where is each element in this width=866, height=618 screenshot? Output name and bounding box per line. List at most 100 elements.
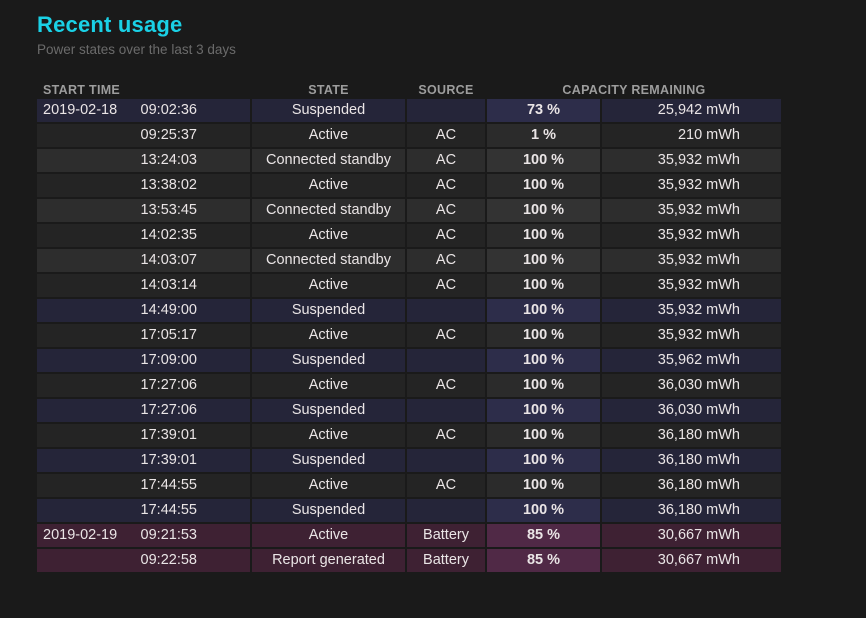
- cell-capacity-mwh: 35,932 mWh: [602, 249, 781, 272]
- start-time-value: 09:22:58: [140, 552, 197, 568]
- cell-capacity-mwh: 35,932 mWh: [602, 199, 781, 222]
- cell-capacity-percent: 100 %: [487, 374, 600, 397]
- cell-start-time: 09:22:58: [37, 549, 250, 572]
- cell-start-time: 17:39:01: [37, 424, 250, 447]
- cell-capacity-mwh: 36,180 mWh: [602, 474, 781, 497]
- start-time-value: 14:49:00: [140, 302, 197, 318]
- cell-capacity-mwh: 30,667 mWh: [602, 549, 781, 572]
- column-header-capacity-remaining: CAPACITY REMAINING: [562, 83, 706, 97]
- cell-capacity-mwh: 36,180 mWh: [602, 449, 781, 472]
- cell-capacity-mwh: 25,942 mWh: [602, 99, 781, 122]
- cell-source: [407, 299, 485, 322]
- start-time-value: 17:05:17: [140, 327, 197, 343]
- table-header-row: START TIME STATE SOURCE CAPACITY REMAINI…: [37, 80, 781, 97]
- cell-source: AC: [407, 199, 485, 222]
- cell-capacity-percent: 100 %: [487, 449, 600, 472]
- cell-capacity-mwh: 35,962 mWh: [602, 349, 781, 372]
- cell-state: Active: [252, 174, 405, 197]
- cell-capacity-percent: 100 %: [487, 274, 600, 297]
- battery-report-recent-usage-section: Recent usage Power states over the last …: [37, 12, 781, 572]
- cell-start-time: 2019-02-19 09:21:53: [37, 524, 250, 547]
- start-time-value: 13:53:45: [140, 202, 197, 218]
- cell-source: AC: [407, 249, 485, 272]
- cell-start-time: 2019-02-18 09:02:36: [37, 99, 250, 122]
- table-row: 09:25:37 Active AC 1 % 210 mWh: [37, 124, 781, 147]
- table-row: 17:27:06 Suspended 100 % 36,030 mWh: [37, 399, 781, 422]
- cell-source: Battery: [407, 524, 485, 547]
- start-time-value: 14:03:07: [140, 252, 197, 268]
- cell-source: AC: [407, 224, 485, 247]
- table-row: 14:49:00 Suspended 100 % 35,932 mWh: [37, 299, 781, 322]
- start-time-value: 17:39:01: [140, 427, 197, 443]
- table-row: 2019-02-19 09:21:53 Active Battery 85 % …: [37, 524, 781, 547]
- cell-source: AC: [407, 124, 485, 147]
- cell-state: Active: [252, 274, 405, 297]
- start-time-value: 09:02:36: [140, 102, 197, 118]
- cell-state: Suspended: [252, 99, 405, 122]
- cell-start-time: 14:03:07: [37, 249, 250, 272]
- table-row: 14:02:35 Active AC 100 % 35,932 mWh: [37, 224, 781, 247]
- column-header-source: SOURCE: [418, 83, 474, 97]
- cell-capacity-percent: 100 %: [487, 199, 600, 222]
- table-row: 09:22:58 Report generated Battery 85 % 3…: [37, 549, 781, 572]
- start-time-value: 17:39:01: [140, 452, 197, 468]
- cell-capacity-percent: 100 %: [487, 424, 600, 447]
- cell-capacity-mwh: 35,932 mWh: [602, 149, 781, 172]
- cell-capacity-mwh: 36,180 mWh: [602, 499, 781, 522]
- column-header-state: STATE: [308, 83, 349, 97]
- cell-capacity-percent: 100 %: [487, 224, 600, 247]
- table-row: 13:53:45 Connected standby AC 100 % 35,9…: [37, 199, 781, 222]
- cell-capacity-percent: 100 %: [487, 499, 600, 522]
- table-body: 2019-02-18 09:02:36 Suspended 73 % 25,94…: [37, 99, 781, 572]
- cell-capacity-mwh: 35,932 mWh: [602, 299, 781, 322]
- cell-state: Active: [252, 374, 405, 397]
- table-row: 13:24:03 Connected standby AC 100 % 35,9…: [37, 149, 781, 172]
- cell-state: Report generated: [252, 549, 405, 572]
- cell-state: Active: [252, 324, 405, 347]
- start-time-value: 17:09:00: [140, 352, 197, 368]
- cell-capacity-percent: 85 %: [487, 549, 600, 572]
- cell-capacity-mwh: 35,932 mWh: [602, 324, 781, 347]
- cell-start-time: 17:44:55: [37, 499, 250, 522]
- column-header-start-time: START TIME: [43, 83, 121, 97]
- start-time-value: 09:25:37: [140, 127, 197, 143]
- cell-state: Connected standby: [252, 149, 405, 172]
- table-row: 17:44:55 Active AC 100 % 36,180 mWh: [37, 474, 781, 497]
- cell-source: AC: [407, 374, 485, 397]
- cell-state: Connected standby: [252, 199, 405, 222]
- page-subtitle: Power states over the last 3 days: [37, 42, 236, 57]
- cell-state: Suspended: [252, 349, 405, 372]
- cell-state: Active: [252, 524, 405, 547]
- cell-start-time: 14:49:00: [37, 299, 250, 322]
- cell-source: [407, 449, 485, 472]
- cell-start-time: 14:02:35: [37, 224, 250, 247]
- cell-capacity-percent: 1 %: [487, 124, 600, 147]
- cell-source: AC: [407, 274, 485, 297]
- start-time-value: 13:24:03: [140, 152, 197, 168]
- cell-source: [407, 399, 485, 422]
- start-date-value: 2019-02-18: [43, 102, 118, 118]
- start-time-value: 14:03:14: [140, 277, 197, 293]
- cell-capacity-mwh: 35,932 mWh: [602, 274, 781, 297]
- start-date-value: 2019-02-19: [43, 527, 118, 543]
- cell-start-time: 09:25:37: [37, 124, 250, 147]
- table-row: 17:44:55 Suspended 100 % 36,180 mWh: [37, 499, 781, 522]
- cell-source: [407, 349, 485, 372]
- cell-capacity-percent: 100 %: [487, 299, 600, 322]
- start-time-value: 17:44:55: [140, 477, 197, 493]
- table-row: 17:39:01 Active AC 100 % 36,180 mWh: [37, 424, 781, 447]
- table-row: 17:27:06 Active AC 100 % 36,030 mWh: [37, 374, 781, 397]
- cell-state: Connected standby: [252, 249, 405, 272]
- table-row: 17:05:17 Active AC 100 % 35,932 mWh: [37, 324, 781, 347]
- cell-source: [407, 499, 485, 522]
- cell-start-time: 17:44:55: [37, 474, 250, 497]
- cell-state: Suspended: [252, 299, 405, 322]
- cell-start-time: 17:05:17: [37, 324, 250, 347]
- start-time-value: 14:02:35: [140, 227, 197, 243]
- cell-capacity-mwh: 30,667 mWh: [602, 524, 781, 547]
- cell-state: Active: [252, 224, 405, 247]
- cell-capacity-mwh: 210 mWh: [602, 124, 781, 147]
- cell-source: AC: [407, 149, 485, 172]
- cell-start-time: 17:27:06: [37, 399, 250, 422]
- cell-source: [407, 99, 485, 122]
